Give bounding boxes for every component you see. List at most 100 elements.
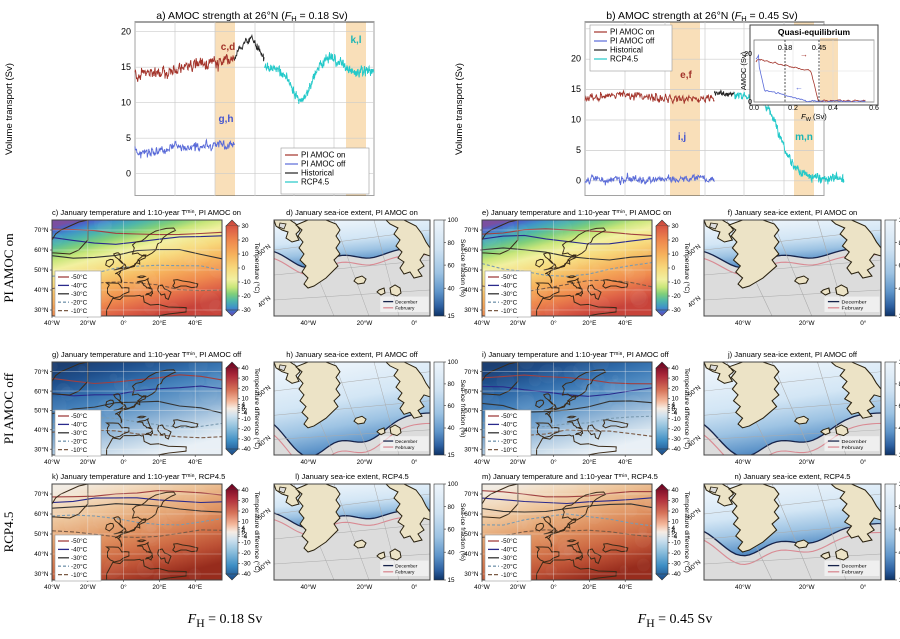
- svg-text:20°E: 20°E: [582, 319, 596, 327]
- svg-text:l) January sea-ice extent, RCP: l) January sea-ice extent, RCP4.5: [295, 472, 409, 481]
- svg-text:-10°C: -10°C: [501, 446, 518, 454]
- svg-text:40: 40: [672, 487, 680, 494]
- svg-text:m) January temperature and 1:1: m) January temperature and 1:10-year Tᵐⁱ…: [482, 472, 658, 481]
- svg-text:20: 20: [672, 508, 680, 515]
- svg-text:-20°C: -20°C: [501, 437, 518, 445]
- svg-text:-20°C: -20°C: [71, 298, 88, 306]
- svg-text:40°W: 40°W: [44, 458, 61, 466]
- svg-text:-50°C: -50°C: [501, 537, 518, 545]
- svg-text:0°: 0°: [411, 458, 418, 466]
- svg-text:50°N: 50°N: [34, 407, 49, 415]
- svg-text:20°W: 20°W: [510, 458, 527, 466]
- svg-text:30°N: 30°N: [464, 570, 479, 578]
- svg-text:0°: 0°: [551, 319, 558, 327]
- svg-text:-30: -30: [672, 561, 682, 568]
- svg-text:40: 40: [242, 487, 250, 494]
- svg-text:February: February: [395, 445, 415, 451]
- svg-text:30°N: 30°N: [34, 445, 49, 453]
- svg-text:20°E: 20°E: [582, 583, 596, 591]
- svg-text:15: 15: [448, 577, 456, 584]
- svg-text:20°W: 20°W: [80, 319, 97, 327]
- svg-text:100: 100: [448, 481, 459, 488]
- svg-text:n) January sea-ice extent, RCP: n) January sea-ice extent, RCP4.5: [734, 472, 850, 481]
- svg-text:-20: -20: [672, 426, 682, 433]
- svg-text:50°N: 50°N: [464, 266, 479, 274]
- svg-text:0°: 0°: [551, 458, 558, 466]
- svg-text:40°E: 40°E: [188, 583, 202, 591]
- svg-text:December: December: [395, 299, 418, 305]
- svg-text:-10: -10: [242, 416, 252, 423]
- svg-text:40°N: 40°N: [256, 294, 272, 310]
- svg-text:40°W: 40°W: [735, 458, 752, 466]
- svg-text:-40°C: -40°C: [71, 282, 88, 290]
- svg-text:30: 30: [672, 223, 680, 230]
- svg-text:40°W: 40°W: [44, 583, 61, 591]
- svg-text:-20: -20: [242, 293, 252, 300]
- svg-text:i) January temperature and 1:1: i) January temperature and 1:10-year Tᵐⁱ…: [482, 350, 670, 359]
- svg-text:0°: 0°: [411, 319, 418, 327]
- svg-text:-40: -40: [242, 446, 252, 453]
- svg-text:December: December: [395, 439, 418, 445]
- svg-text:10: 10: [672, 251, 680, 258]
- svg-text:30: 30: [242, 498, 250, 505]
- svg-text:-20: -20: [672, 293, 682, 300]
- svg-text:20°W: 20°W: [799, 583, 816, 591]
- svg-text:-10: -10: [242, 540, 252, 547]
- svg-text:50°N: 50°N: [34, 266, 49, 274]
- svg-text:20°W: 20°W: [510, 583, 527, 591]
- svg-text:-50°C: -50°C: [501, 273, 518, 281]
- svg-text:February: February: [842, 570, 864, 576]
- svg-text:g) January temperature and 1:1: g) January temperature and 1:10-year Tᵐⁱ…: [52, 350, 242, 359]
- svg-text:c) January temperature and 1:1: c) January temperature and 1:10-year Tᵐⁱ…: [52, 208, 241, 217]
- svg-text:-30°C: -30°C: [71, 554, 88, 562]
- svg-text:40°N: 40°N: [464, 426, 479, 434]
- svg-text:10: 10: [242, 251, 250, 258]
- svg-text:20°W: 20°W: [80, 583, 97, 591]
- svg-text:70°N: 70°N: [34, 368, 49, 376]
- svg-text:80: 80: [448, 381, 456, 388]
- svg-text:0: 0: [672, 265, 676, 272]
- svg-text:20°W: 20°W: [799, 319, 816, 327]
- svg-text:-20: -20: [242, 550, 252, 557]
- svg-text:40: 40: [672, 365, 680, 372]
- svg-text:-10°C: -10°C: [501, 571, 518, 579]
- svg-text:40°E: 40°E: [188, 458, 202, 466]
- svg-text:40°E: 40°E: [188, 319, 202, 327]
- svg-text:-20°C: -20°C: [71, 562, 88, 570]
- svg-text:-40°C: -40°C: [71, 421, 88, 429]
- svg-text:-30°C: -30°C: [501, 554, 518, 562]
- svg-text:80: 80: [448, 504, 456, 511]
- svg-text:-50°C: -50°C: [71, 537, 88, 545]
- svg-text:30: 30: [242, 223, 250, 230]
- svg-text:-40°C: -40°C: [71, 546, 88, 554]
- svg-text:50°N: 50°N: [464, 407, 479, 415]
- svg-text:60°N: 60°N: [34, 387, 49, 395]
- svg-text:-50°C: -50°C: [71, 273, 88, 281]
- svg-text:50°N: 50°N: [34, 530, 49, 538]
- svg-text:February: February: [395, 570, 415, 576]
- svg-text:February: February: [395, 306, 415, 312]
- svg-text:-10: -10: [672, 416, 682, 423]
- svg-text:40°W: 40°W: [300, 583, 317, 591]
- svg-text:100: 100: [448, 217, 459, 224]
- svg-text:40°N: 40°N: [34, 550, 49, 558]
- svg-text:h) January sea-ice extent, PI: h) January sea-ice extent, PI AMOC off: [286, 350, 418, 359]
- svg-text:0°: 0°: [121, 458, 128, 466]
- svg-text:20°E: 20°E: [152, 319, 166, 327]
- svg-text:15: 15: [448, 313, 456, 320]
- svg-text:30°N: 30°N: [464, 306, 479, 314]
- svg-text:30°N: 30°N: [464, 445, 479, 453]
- svg-text:40°W: 40°W: [44, 319, 61, 327]
- svg-text:20°E: 20°E: [582, 458, 596, 466]
- svg-text:-20°C: -20°C: [501, 562, 518, 570]
- svg-text:-30: -30: [242, 436, 252, 443]
- svg-text:-40: -40: [672, 571, 682, 578]
- svg-text:Temperature difference (°C): Temperature difference (°C): [253, 368, 261, 449]
- svg-text:-40°C: -40°C: [501, 282, 518, 290]
- svg-text:40: 40: [448, 549, 456, 556]
- svg-text:-30: -30: [672, 436, 682, 443]
- svg-text:40°N: 40°N: [34, 286, 49, 294]
- svg-text:-10°C: -10°C: [71, 571, 88, 579]
- svg-text:-50°C: -50°C: [71, 412, 88, 420]
- svg-text:k) January temperature and 1:1: k) January temperature and 1:10-year Tᵐⁱ…: [52, 472, 225, 481]
